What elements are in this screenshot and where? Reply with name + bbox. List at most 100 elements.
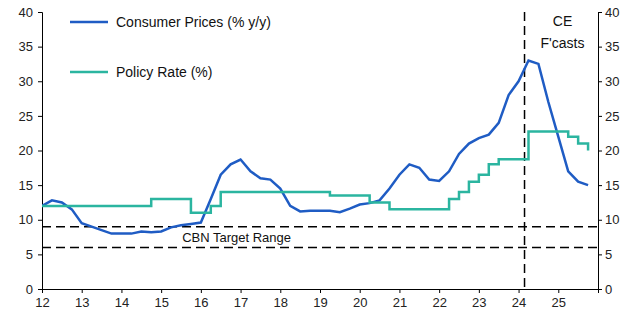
legend-swatch [70, 71, 108, 74]
forecast-label-line: CE [553, 13, 572, 29]
x-tick-mark [241, 289, 242, 293]
axis-line [599, 13, 603, 290]
x-axis: 12 13 14 15 16 17 18 19 20 21 22 23 24 25 [35, 289, 598, 310]
y-tick-mark [38, 12, 42, 13]
target-line [42, 247, 598, 249]
x-tick-mark [439, 289, 440, 293]
y-tick: 25 [19, 109, 42, 124]
y-tick-mark [38, 116, 42, 117]
x-tick: 12 [35, 289, 49, 310]
y-axis: 0 5 10 15 20 25 30 35 40 [19, 5, 43, 297]
y-tick-label: 25 [19, 109, 33, 124]
x-tick-label: 20 [353, 295, 367, 310]
x-tick-mark [121, 289, 122, 293]
y-tick: 40 [19, 5, 42, 20]
y2-tick-mark [598, 289, 602, 290]
y-tick-mark [38, 151, 42, 152]
y2-tick-label: 20 [605, 143, 619, 158]
y-tick-mark [38, 185, 42, 186]
x-tick: 13 [75, 289, 89, 310]
y-tick-mark [38, 220, 42, 221]
y2-tick-mark [598, 254, 602, 255]
y-tick-mark [38, 81, 42, 82]
x-tick-mark [82, 289, 83, 293]
y2-tick-mark [598, 47, 602, 48]
y-tick: 15 [19, 178, 42, 193]
y-tick: 30 [19, 74, 42, 89]
y-tick-mark [38, 254, 42, 255]
y2-tick: 15 [598, 178, 619, 193]
y2-tick-label: 30 [605, 74, 619, 89]
y-tick-label: 15 [19, 178, 33, 193]
y2-tick: 25 [598, 109, 619, 124]
x-tick: 25 [552, 289, 566, 310]
x-tick-label: 17 [234, 295, 248, 310]
y2-tick: 30 [598, 74, 619, 89]
x-tick-label: 19 [313, 295, 327, 310]
y-tick-mark [38, 289, 42, 290]
x-tick-mark [201, 289, 202, 293]
target-line [42, 226, 598, 228]
y-tick-label: 20 [19, 143, 33, 158]
target-label: CBN Target Range [182, 230, 291, 245]
y-tick: 0 [26, 282, 42, 297]
y2-tick-label: 15 [605, 178, 619, 193]
y2-tick-label: 25 [605, 109, 619, 124]
y-tick: 10 [19, 212, 42, 227]
x-tick-label: 14 [115, 295, 129, 310]
y2-axis: 0 5 10 15 20 25 30 35 40 [598, 5, 619, 297]
chart: 12 13 14 15 16 17 18 19 20 21 22 23 24 25 0 5 10 15 20 25 30… [0, 0, 623, 336]
y2-tick: 10 [598, 212, 619, 227]
x-tick: 16 [194, 289, 208, 310]
x-tick-label: 23 [472, 295, 486, 310]
y2-tick-label: 0 [605, 282, 612, 297]
x-tick: 19 [313, 289, 327, 310]
plot-area [42, 12, 598, 289]
y-tick-label: 5 [26, 247, 33, 262]
legend-label: Consumer Prices (% y/y) [116, 14, 271, 30]
x-tick-label: 22 [432, 295, 446, 310]
y2-tick-mark [598, 12, 602, 13]
y2-tick-mark [598, 116, 602, 117]
y-tick-label: 0 [26, 282, 33, 297]
y2-tick-label: 10 [605, 212, 619, 227]
x-tick-mark [280, 289, 281, 293]
x-tick-mark [161, 289, 162, 293]
series-line [42, 131, 588, 212]
y2-tick-label: 5 [605, 247, 612, 262]
x-tick-label: 15 [154, 295, 168, 310]
y2-tick: 40 [598, 5, 619, 20]
x-tick-mark [519, 289, 520, 293]
legend-label: Policy Rate (%) [116, 64, 212, 80]
x-tick-label: 18 [274, 295, 288, 310]
x-tick: 21 [393, 289, 407, 310]
x-tick: 20 [353, 289, 367, 310]
y-tick: 20 [19, 143, 42, 158]
y-tick-mark [38, 47, 42, 48]
y2-tick: 35 [598, 39, 619, 54]
y-tick-label: 30 [19, 74, 33, 89]
x-tick-label: 25 [552, 295, 566, 310]
x-tick-mark [360, 289, 361, 293]
y2-tick-mark [598, 81, 602, 82]
axis-line [38, 13, 43, 290]
x-tick-label: 16 [194, 295, 208, 310]
x-tick-label: 13 [75, 295, 89, 310]
x-tick: 23 [472, 289, 486, 310]
x-tick-label: 24 [512, 295, 526, 310]
y-tick: 5 [26, 247, 42, 262]
legend-swatch [70, 21, 108, 24]
x-tick-mark [479, 289, 480, 293]
x-tick: 22 [432, 289, 446, 310]
y2-tick-mark [598, 185, 602, 186]
y-tick: 35 [19, 39, 42, 54]
forecast-label: CEF'casts [541, 13, 585, 51]
x-tick: 14 [115, 289, 129, 310]
y-tick-label: 40 [19, 5, 33, 20]
x-tick-label: 21 [393, 295, 407, 310]
forecast-line [524, 12, 526, 289]
y2-tick: 5 [598, 247, 612, 262]
series-line [42, 60, 588, 233]
y2-tick: 0 [598, 282, 612, 297]
y2-tick-mark [598, 151, 602, 152]
